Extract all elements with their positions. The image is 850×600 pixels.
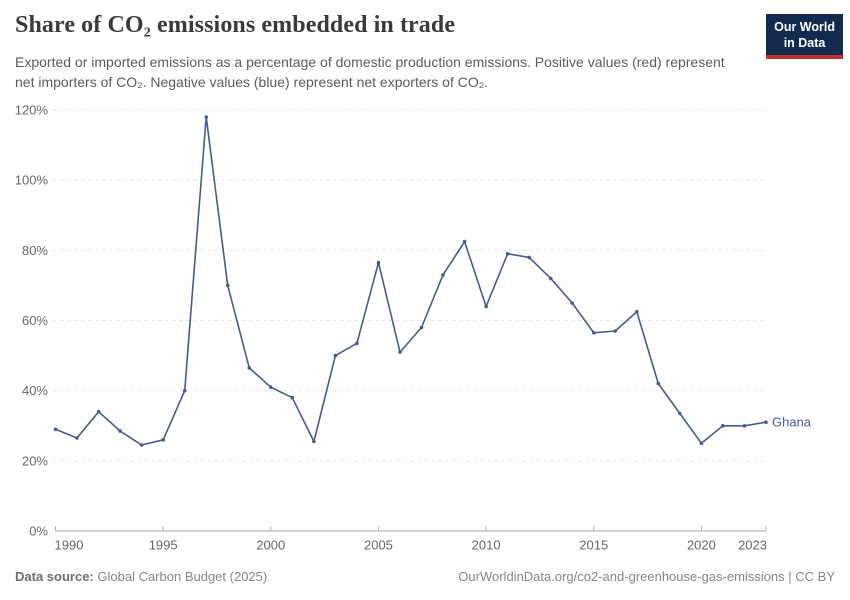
data-point-marker[interactable]: [139, 443, 144, 447]
data-point-marker[interactable]: [161, 438, 165, 442]
data-point-marker[interactable]: [398, 350, 402, 354]
data-point-marker[interactable]: [505, 252, 510, 256]
x-axis-tick-label: 1990: [55, 538, 84, 553]
x-axis-tick-label: 2005: [364, 538, 393, 553]
data-point-marker[interactable]: [269, 385, 273, 390]
data-point-marker[interactable]: [75, 436, 79, 440]
data-point-marker[interactable]: [721, 424, 725, 428]
page-title: Share of CO₂ emissions embedded in trade: [15, 12, 456, 38]
data-point-marker[interactable]: [441, 273, 445, 277]
data-point-marker[interactable]: [182, 388, 187, 393]
x-axis-tick-label: 2023: [738, 538, 767, 553]
data-point-marker[interactable]: [570, 301, 574, 305]
x-axis-tick-label: 2015: [579, 538, 608, 553]
data-point-marker[interactable]: [204, 115, 208, 119]
data-point-marker[interactable]: [312, 439, 316, 444]
data-point-marker[interactable]: [355, 341, 359, 346]
data-point-marker[interactable]: [333, 353, 338, 358]
series-end-label-ghana[interactable]: Ghana: [772, 415, 812, 430]
y-axis-tick-label: 80%: [22, 243, 48, 258]
x-axis-tick-label: 2000: [256, 538, 285, 553]
data-point-marker[interactable]: [376, 260, 381, 265]
y-axis-tick-label: 100%: [15, 173, 49, 188]
data-point-marker[interactable]: [118, 429, 122, 433]
x-axis-tick-label: 1995: [149, 538, 178, 553]
owid-logo-line1: Our World: [774, 20, 835, 34]
data-point-marker[interactable]: [699, 441, 704, 446]
series-line-ghana[interactable]: [54, 116, 767, 446]
owid-logo[interactable]: Our World in Data: [766, 14, 843, 59]
data-point-marker[interactable]: [742, 424, 747, 428]
data-point-marker[interactable]: [592, 331, 596, 335]
y-axis-tick-label: 120%: [15, 103, 49, 118]
data-point-marker[interactable]: [635, 309, 639, 314]
y-axis-tick-label: 0%: [29, 524, 48, 539]
data-point-marker[interactable]: [462, 239, 467, 244]
x-axis-tick-label: 2020: [687, 538, 716, 553]
data-point-marker[interactable]: [548, 276, 553, 281]
data-point-marker[interactable]: [290, 395, 295, 400]
credit-link[interactable]: OurWorldinData.org/co2-and-greenhouse-ga…: [458, 569, 835, 584]
data-point-marker[interactable]: [656, 381, 661, 386]
data-point-marker[interactable]: [53, 427, 58, 432]
data-source-label: Data source:: [15, 569, 94, 584]
data-point-marker[interactable]: [764, 420, 768, 425]
y-axis-tick-label: 60%: [22, 313, 48, 328]
data-point-marker[interactable]: [96, 409, 101, 414]
data-point-marker[interactable]: [484, 304, 488, 309]
data-source-value: Global Carbon Budget (2025): [97, 569, 268, 584]
data-point-marker[interactable]: [678, 411, 682, 416]
data-source: Data source: Global Carbon Budget (2025): [15, 569, 267, 584]
x-axis-tick-label: 2010: [472, 538, 501, 553]
owid-logo-line2: in Data: [783, 36, 826, 51]
data-point-marker[interactable]: [527, 255, 531, 260]
y-axis-tick-label: 40%: [22, 383, 48, 398]
data-point-marker[interactable]: [225, 283, 230, 288]
data-point-marker[interactable]: [613, 329, 618, 333]
data-point-marker[interactable]: [247, 366, 252, 370]
y-axis-tick-label: 20%: [22, 453, 48, 468]
data-point-marker[interactable]: [419, 325, 424, 330]
chart-subtitle: Exported or imported emissions as a perc…: [15, 54, 725, 91]
